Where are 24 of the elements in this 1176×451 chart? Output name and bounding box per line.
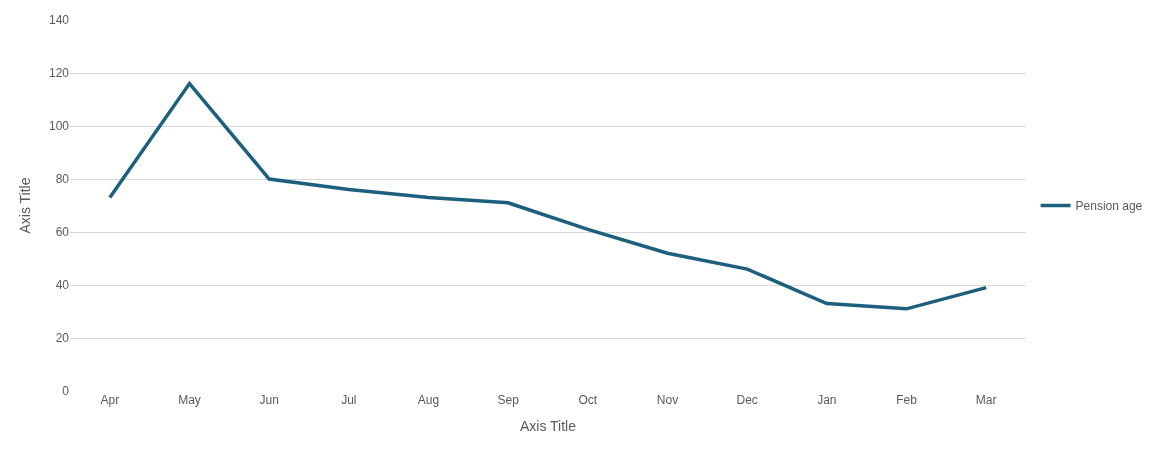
x-tick-label: May — [178, 393, 201, 407]
legend-label: Pension age — [1075, 199, 1143, 214]
y-tick-label: 140 — [48, 13, 70, 28]
x-tick-label: Nov — [656, 393, 679, 407]
x-tick-label: Dec — [736, 393, 758, 407]
y-tick-label: 100 — [48, 119, 70, 134]
y-tick-label: 20 — [55, 331, 70, 346]
line-series — [108, 81, 988, 311]
x-tick-label: Jun — [259, 393, 279, 407]
x-tick-label: Sep — [497, 393, 520, 407]
y-tick-label: 120 — [48, 66, 70, 81]
y-axis-title: Axis Title — [16, 177, 33, 234]
x-axis-title: Axis Title — [519, 418, 577, 435]
y-tick-label: 40 — [55, 278, 70, 293]
x-tick-label: Aug — [417, 393, 440, 407]
x-tick-label: Feb — [896, 393, 918, 407]
x-tick-label: Oct — [578, 393, 598, 407]
y-tick-label: 80 — [55, 172, 70, 187]
x-tick-label: Jul — [341, 393, 357, 407]
y-tick-label: 60 — [55, 225, 70, 240]
x-tick-label: Jan — [817, 393, 837, 407]
x-tick-label: Apr — [100, 393, 120, 407]
x-tick-label: Mar — [975, 393, 997, 407]
y-tick-label: 0 — [62, 384, 70, 399]
